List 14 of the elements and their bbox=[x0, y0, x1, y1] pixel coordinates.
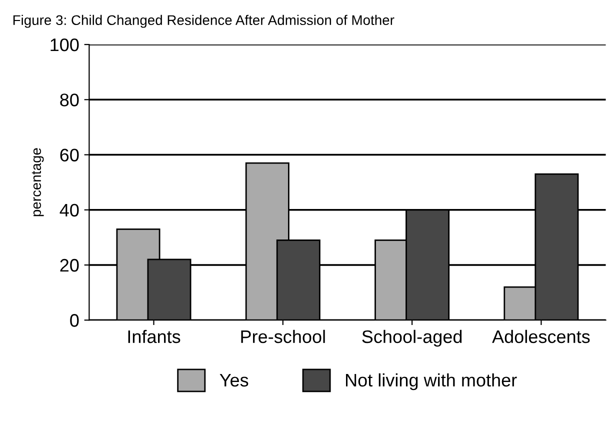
chart-title: Figure 3: Child Changed Residence After Admission of Mother bbox=[13, 14, 394, 28]
x-tick-label: Pre-school bbox=[241, 330, 325, 344]
y-tick-label: 0 bbox=[70, 314, 79, 327]
y-tick-label: 40 bbox=[60, 204, 79, 217]
y-tick-label: 60 bbox=[60, 148, 79, 162]
legend-label: Not living with mother bbox=[346, 373, 517, 390]
y-tick-label: 80 bbox=[60, 94, 79, 106]
x-tick-label: Infants bbox=[128, 330, 180, 344]
y-tick-label: 20 bbox=[60, 258, 79, 272]
x-tick-label: Adolescents bbox=[492, 330, 590, 344]
legend-label: Yes bbox=[220, 374, 248, 387]
y-axis-title: percentage bbox=[32, 148, 44, 216]
x-tick-label: School-aged bbox=[362, 330, 462, 347]
y-tick-label: 100 bbox=[50, 38, 79, 52]
